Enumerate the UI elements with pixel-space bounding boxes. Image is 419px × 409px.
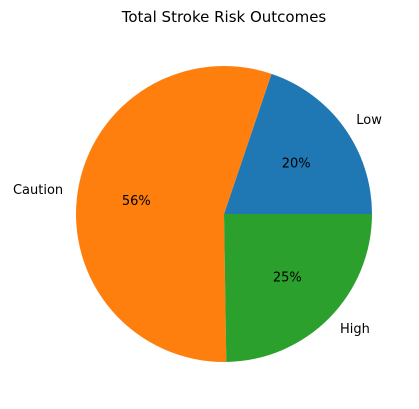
slice-label-caution: Caution	[13, 183, 63, 198]
pie-slice-caution	[75, 65, 272, 363]
pie-slice-low	[224, 73, 372, 214]
slice-percent-high: 25%	[273, 270, 302, 285]
pie-slice-high	[224, 214, 372, 362]
chart-title: Total Stroke Risk Outcomes	[121, 8, 327, 26]
pie-labels: Low 20% Caution 56% High 25%	[13, 113, 382, 337]
slice-percent-caution: 56%	[122, 194, 151, 209]
slice-label-low: Low	[356, 113, 382, 128]
slice-label-high: High	[340, 322, 370, 337]
pie-slices	[75, 65, 372, 363]
slice-percent-low: 20%	[282, 156, 311, 171]
